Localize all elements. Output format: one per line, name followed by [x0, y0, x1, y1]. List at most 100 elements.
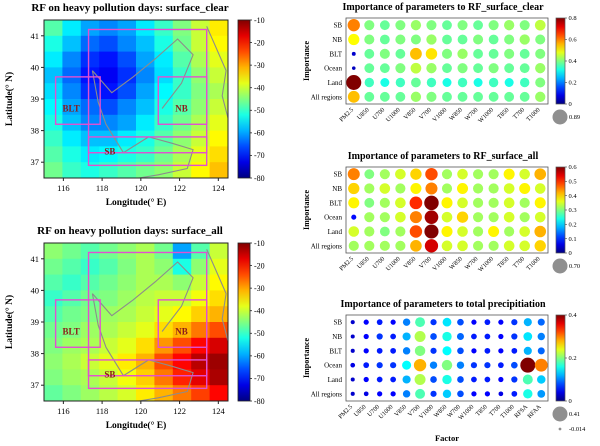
- svg-text:PM2.5: PM2.5: [338, 106, 355, 123]
- svg-text:BLT: BLT: [329, 50, 342, 58]
- svg-text:-30: -30: [254, 61, 265, 70]
- svg-text:-10: -10: [254, 16, 265, 25]
- svg-text:W1000: W1000: [457, 404, 475, 422]
- svg-text:118: 118: [96, 406, 108, 416]
- svg-text:-20: -20: [254, 38, 265, 47]
- svg-text:W850: W850: [448, 255, 464, 271]
- svg-text:0: 0: [569, 101, 572, 108]
- svg-text:Importance: Importance: [302, 338, 311, 378]
- svg-text:W850: W850: [433, 404, 449, 420]
- svg-text:0.41: 0.41: [569, 412, 580, 419]
- surface-all-map-canvas: BLT NB SB 116 118 120 122 124 37 38 39 40 41 Longitud…: [4, 239, 265, 431]
- svg-text:-80: -80: [254, 397, 265, 406]
- svg-text:0.70: 0.70: [569, 263, 580, 270]
- svg-text:0.6: 0.6: [569, 37, 578, 44]
- panel-importance-precipitation: Importance of parameters to total precip…: [300, 297, 600, 446]
- svg-text:Importance: Importance: [302, 41, 311, 81]
- svg-text:-40: -40: [254, 84, 265, 93]
- svg-text:120: 120: [134, 406, 147, 416]
- svg-text:0.5: 0.5: [569, 178, 577, 185]
- svg-text:SB: SB: [333, 170, 342, 178]
- svg-text:V850: V850: [402, 255, 417, 270]
- svg-text:BLT: BLT: [329, 199, 342, 207]
- svg-text:122: 122: [173, 183, 186, 193]
- svg-text:Longitude(° E): Longitude(° E): [106, 420, 167, 431]
- svg-text:NB: NB: [332, 333, 342, 341]
- svg-text:NB: NB: [332, 185, 342, 193]
- svg-text:39: 39: [31, 317, 40, 327]
- svg-text:-0.014: -0.014: [569, 427, 586, 434]
- svg-text:T1000: T1000: [499, 404, 516, 421]
- svg-text:BLT: BLT: [329, 348, 342, 356]
- svg-text:-50: -50: [254, 329, 265, 338]
- svg-text:Ocean: Ocean: [324, 65, 342, 73]
- svg-text:-70: -70: [254, 374, 265, 383]
- svg-text:116: 116: [57, 406, 69, 416]
- importance-surface-clear-title: Importance of parameters to RF_surface_c…: [342, 2, 544, 13]
- svg-text:T700: T700: [512, 106, 526, 120]
- svg-text:-30: -30: [254, 284, 265, 293]
- svg-text:Ocean: Ocean: [324, 362, 342, 370]
- svg-text:39: 39: [31, 94, 40, 104]
- svg-text:0.4: 0.4: [569, 313, 578, 320]
- svg-text:-60: -60: [254, 129, 265, 138]
- svg-text:W1000: W1000: [477, 255, 495, 273]
- svg-text:BLT: BLT: [63, 104, 80, 114]
- svg-text:40: 40: [31, 285, 40, 295]
- svg-text:T1000: T1000: [525, 106, 542, 123]
- svg-text:118: 118: [96, 183, 108, 193]
- svg-text:Longitude(° E): Longitude(° E): [106, 197, 167, 208]
- svg-text:124: 124: [212, 183, 226, 193]
- svg-text:SB: SB: [104, 369, 115, 379]
- svg-text:-60: -60: [254, 352, 265, 361]
- svg-text:W850: W850: [448, 106, 464, 122]
- svg-text:U1000: U1000: [385, 255, 402, 272]
- svg-text:T1000: T1000: [525, 255, 542, 272]
- svg-text:0.2: 0.2: [569, 356, 577, 363]
- importance-precipitation-title: Importance of parameters to total precip…: [340, 299, 546, 311]
- svg-text:U850: U850: [356, 255, 371, 270]
- svg-text:SB: SB: [333, 22, 342, 30]
- svg-text:0.3: 0.3: [569, 207, 577, 214]
- svg-text:Land: Land: [328, 228, 343, 236]
- svg-text:38: 38: [31, 126, 40, 136]
- svg-text:BLT: BLT: [63, 327, 80, 337]
- svg-text:NB: NB: [175, 327, 188, 337]
- svg-text:T850: T850: [474, 404, 488, 418]
- panel-importance-surface-clear: Importance of parameters to RF_surface_c…: [300, 0, 600, 149]
- svg-text:116: 116: [57, 183, 69, 193]
- svg-text:V1000: V1000: [431, 106, 448, 123]
- surface-all-map-title: RF on heavy pollution days: surface_all: [37, 225, 223, 237]
- svg-text:SB: SB: [333, 319, 342, 327]
- svg-text:All regions: All regions: [311, 93, 343, 101]
- svg-text:38: 38: [31, 349, 40, 359]
- svg-text:NB: NB: [175, 104, 188, 114]
- svg-text:U1000: U1000: [377, 404, 394, 421]
- svg-text:120: 120: [134, 183, 147, 193]
- svg-text:122: 122: [173, 406, 186, 416]
- svg-text:0.4: 0.4: [569, 193, 578, 200]
- svg-text:Factor: Factor: [435, 433, 459, 443]
- svg-text:-50: -50: [254, 106, 265, 115]
- svg-text:0: 0: [569, 399, 572, 406]
- svg-text:Latitude(° N): Latitude(° N): [4, 295, 15, 349]
- svg-text:124: 124: [212, 406, 226, 416]
- svg-text:T850: T850: [496, 255, 510, 269]
- panel-importance-surface-all: Importance of parameters to RF_surface_a…: [300, 149, 600, 298]
- svg-text:0.89: 0.89: [569, 114, 580, 121]
- svg-text:Latitude(° N): Latitude(° N): [4, 72, 15, 126]
- svg-text:PM2.5: PM2.5: [338, 255, 355, 272]
- svg-text:40: 40: [31, 62, 40, 72]
- svg-text:NB: NB: [332, 36, 342, 44]
- svg-text:37: 37: [31, 380, 40, 390]
- svg-text:Land: Land: [328, 79, 343, 87]
- svg-text:0.2: 0.2: [569, 221, 577, 228]
- svg-text:PM2.5: PM2.5: [337, 404, 354, 421]
- svg-text:T850: T850: [496, 106, 510, 120]
- svg-text:All regions: All regions: [311, 391, 343, 399]
- svg-text:37: 37: [31, 157, 40, 167]
